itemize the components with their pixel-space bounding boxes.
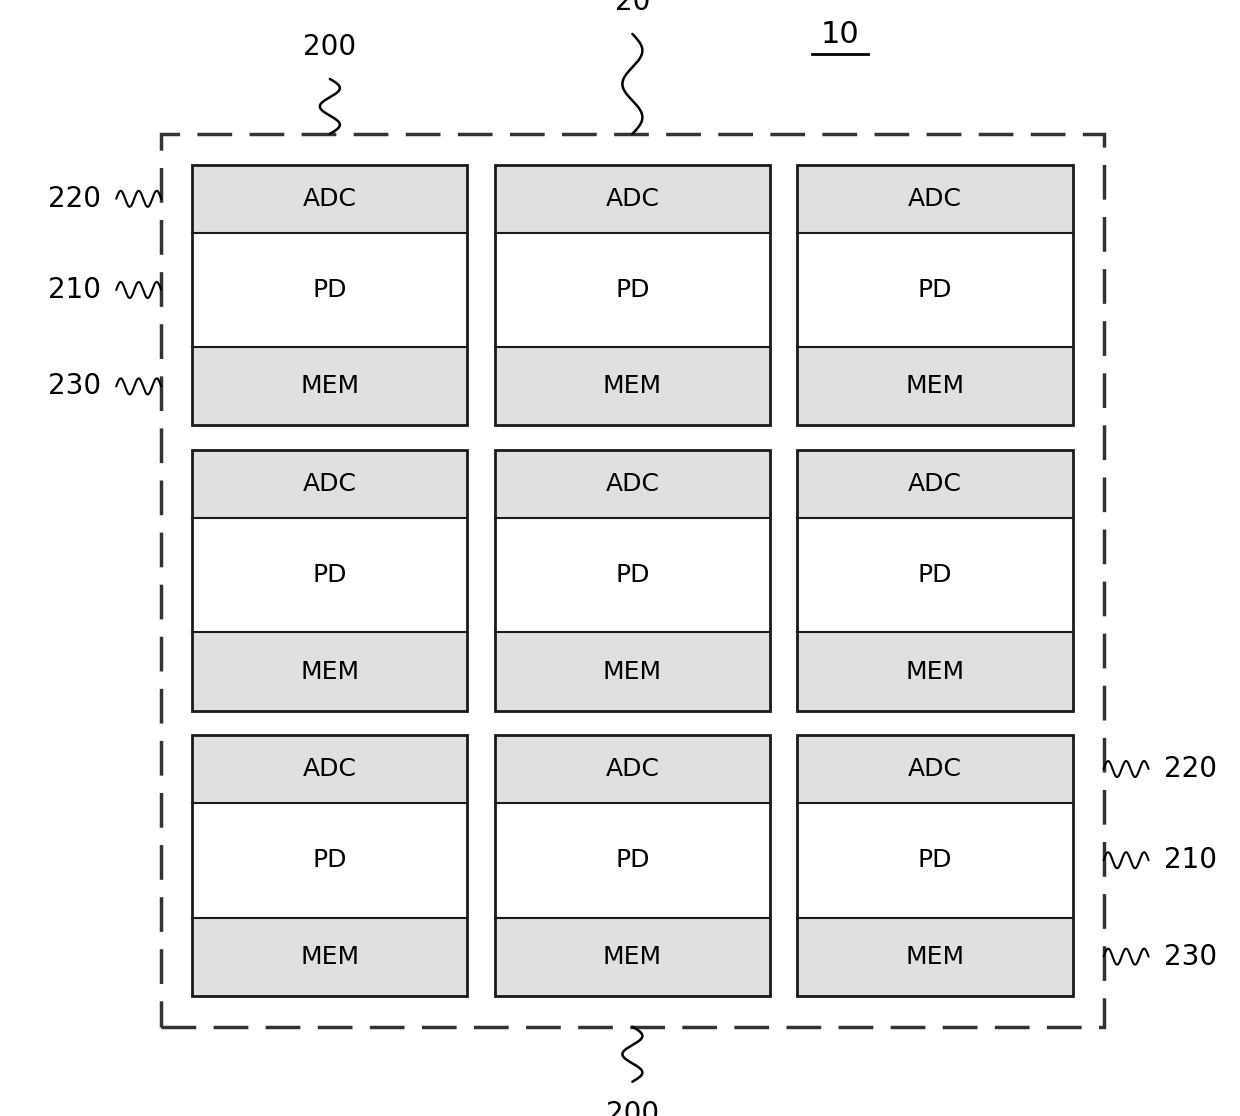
Bar	[192, 450, 467, 711]
Bar	[495, 735, 770, 802]
Text: MEM: MEM	[300, 944, 360, 969]
Text: PD: PD	[312, 564, 347, 587]
Text: PD: PD	[918, 848, 952, 873]
Bar	[495, 347, 770, 425]
Text: MEM: MEM	[300, 660, 360, 683]
Text: 200: 200	[304, 32, 356, 61]
Text: ADC: ADC	[303, 472, 357, 496]
Bar	[797, 165, 1073, 425]
Bar	[495, 165, 770, 425]
Text: MEM: MEM	[300, 374, 360, 398]
Text: 10: 10	[821, 20, 859, 49]
Bar	[797, 347, 1073, 425]
Text: ADC: ADC	[908, 186, 962, 211]
Bar	[797, 450, 1073, 711]
Text: 20: 20	[615, 0, 650, 16]
Text: ADC: ADC	[303, 757, 357, 781]
Text: MEM: MEM	[603, 944, 662, 969]
Text: PD: PD	[312, 278, 347, 302]
Text: PD: PD	[918, 564, 952, 587]
Text: MEM: MEM	[905, 660, 965, 683]
Bar	[495, 633, 770, 711]
Text: MEM: MEM	[603, 660, 662, 683]
Text: 220: 220	[1163, 756, 1216, 783]
Bar	[192, 450, 467, 711]
Text: PD: PD	[615, 848, 650, 873]
Text: PD: PD	[615, 278, 650, 302]
Bar	[161, 134, 1104, 1027]
Bar	[192, 735, 467, 802]
Bar	[797, 633, 1073, 711]
Text: ADC: ADC	[605, 472, 660, 496]
Bar	[495, 450, 770, 518]
Bar	[192, 165, 467, 425]
Bar	[797, 165, 1073, 425]
Bar	[797, 735, 1073, 802]
Text: PD: PD	[615, 564, 650, 587]
Bar	[797, 917, 1073, 995]
Bar	[495, 450, 770, 711]
Bar	[797, 450, 1073, 711]
Text: MEM: MEM	[905, 944, 965, 969]
Bar	[495, 735, 770, 995]
Bar	[797, 450, 1073, 518]
Bar	[797, 735, 1073, 995]
Text: PD: PD	[312, 848, 347, 873]
Bar	[192, 917, 467, 995]
Text: ADC: ADC	[908, 757, 962, 781]
Bar	[495, 450, 770, 711]
Bar	[192, 450, 467, 518]
Bar	[192, 347, 467, 425]
Bar	[797, 735, 1073, 995]
Text: 210: 210	[1163, 846, 1216, 874]
Text: MEM: MEM	[603, 374, 662, 398]
Text: ADC: ADC	[908, 472, 962, 496]
Text: 200: 200	[606, 1099, 658, 1116]
Text: ADC: ADC	[605, 186, 660, 211]
Text: 230: 230	[48, 373, 102, 401]
Bar	[797, 165, 1073, 232]
Text: MEM: MEM	[905, 374, 965, 398]
Bar	[495, 917, 770, 995]
Bar	[192, 735, 467, 995]
Bar	[192, 735, 467, 995]
Text: 220: 220	[48, 185, 102, 213]
Text: 210: 210	[48, 276, 102, 304]
Text: ADC: ADC	[605, 757, 660, 781]
Bar	[495, 735, 770, 995]
Bar	[495, 165, 770, 425]
Text: 230: 230	[1163, 943, 1216, 971]
Bar	[192, 633, 467, 711]
Text: ADC: ADC	[303, 186, 357, 211]
Bar	[192, 165, 467, 232]
Bar	[192, 165, 467, 425]
Bar	[495, 165, 770, 232]
Text: PD: PD	[918, 278, 952, 302]
